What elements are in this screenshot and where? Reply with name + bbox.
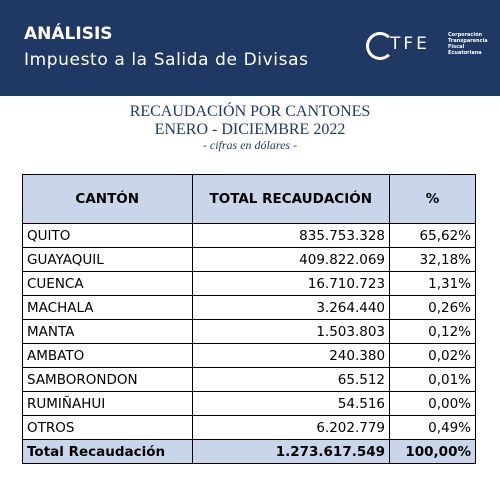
logo: TFE Corporación Transparencia Fiscal Ecuato… xyxy=(366,28,488,68)
table-cell: 0,26% xyxy=(389,295,476,320)
table-cell: 1.273.617.549 xyxy=(191,439,391,464)
table-row: SAMBORONDON 65.512 0,01% xyxy=(22,367,476,392)
table-cell: 0,00% xyxy=(389,391,476,416)
table-cell: MANTA xyxy=(22,319,193,344)
table-row: OTROS 6.202.779 0,49% xyxy=(22,415,476,440)
table-cell: 0,49% xyxy=(389,415,476,440)
title: RECAUDACIÓN POR CANTONES xyxy=(129,103,371,120)
header-row: CANTÓN TOTAL RECAUDACIÓN% xyxy=(22,174,476,224)
table-cell: 3.264.440 xyxy=(191,295,391,320)
table-cell: 16.710.723 xyxy=(191,271,391,296)
table-cell: SAMBORONDON xyxy=(22,367,193,392)
table-cell: 65.512 xyxy=(191,367,391,392)
table-cell: Total Recaudación xyxy=(22,439,193,464)
logo-caption-line: Transparencia xyxy=(448,38,488,44)
table-cell: 32,18% xyxy=(389,247,476,272)
table-row: Total Recaudación 1.273.617.549 100,00% xyxy=(22,439,476,464)
table-row: AMBATO 240.380 0,02% xyxy=(22,343,476,368)
header-subtitle: Impuesto a la Salida de Divisas xyxy=(24,50,309,70)
table-cell: 0,12% xyxy=(389,319,476,344)
table-cell: 100,00% xyxy=(389,439,476,464)
table-cell: 54.516 xyxy=(191,391,391,416)
table-cell: 0,01% xyxy=(389,367,476,392)
table-cell: 1,31% xyxy=(389,271,476,296)
table-row: GUAYAQUIL 409.822.069 32,18% xyxy=(22,247,476,272)
table-row: CUENCA 16.710.723 1,31% xyxy=(22,271,476,296)
table-cell: 240.380 xyxy=(191,343,391,368)
logo-caption-line: Fiscal xyxy=(448,44,465,50)
note: - cifras en dólares - xyxy=(202,138,298,152)
column-header: TOTAL RECAUDACIÓN xyxy=(191,174,391,224)
table-row: RUMIÑAHUI 54.516 0,00% xyxy=(22,391,476,416)
table-cell: 65,62% xyxy=(389,223,476,248)
table-cell: 409.822.069 xyxy=(191,247,391,272)
column-header: % xyxy=(389,174,476,224)
table-row: MACHALA 3.264.440 0,26% xyxy=(22,295,476,320)
table: CANTÓN TOTAL RECAUDACIÓN% QUITO 835.753.328… xyxy=(22,174,476,464)
table-cell: OTROS xyxy=(22,415,193,440)
logo-caption: Corporación Transparencia Fiscal Ecuatorian… xyxy=(448,32,488,56)
logo-text: TFE xyxy=(390,34,430,54)
logo-circle xyxy=(366,32,394,60)
table-cell: RUMIÑAHUI xyxy=(22,391,193,416)
table-cell: CUENCA xyxy=(22,271,193,296)
table-cell: 1.503.803 xyxy=(191,319,391,344)
table-cell: AMBATO xyxy=(22,343,193,368)
table-cell: 0,02% xyxy=(389,343,476,368)
table-cell: 6.202.779 xyxy=(191,415,391,440)
table-cell: QUITO xyxy=(22,223,193,248)
titles: RECAUDACIÓN POR CANTONES ENERO - DICIEMB… xyxy=(0,103,500,152)
header-title: ANÁLISIS xyxy=(24,24,113,44)
table-row: MANTA 1.503.803 0,12% xyxy=(22,319,476,344)
table-cell: MACHALA xyxy=(22,295,193,320)
header: ANÁLISIS Impuesto a la Salida de Divisas… xyxy=(0,0,500,96)
table-row: QUITO 835.753.328 65,62% xyxy=(22,223,476,248)
logo-caption-line: Corporación xyxy=(448,32,483,38)
table-cell: GUAYAQUIL xyxy=(22,247,193,272)
column-header: CANTÓN xyxy=(22,174,193,224)
logo-caption-line: Ecuatoriana xyxy=(448,50,482,56)
table-cell: 835.753.328 xyxy=(191,223,391,248)
period: ENERO - DICIEMBRE 2022 xyxy=(154,121,346,138)
